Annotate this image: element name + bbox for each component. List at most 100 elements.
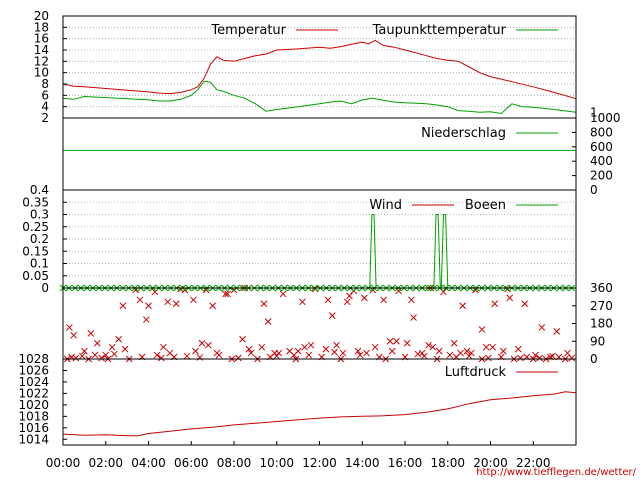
time-tick-label: 00:00 — [46, 456, 81, 470]
wind_direction-point — [91, 351, 99, 359]
pressure-series-0 — [62, 391, 577, 437]
temperature-y2tick-label: 1 — [590, 105, 598, 119]
wind-ytick-label: 0.4 — [30, 183, 49, 197]
wind_direction-point — [363, 349, 370, 357]
time-tick-label: 20:00 — [473, 456, 508, 470]
temperature-legend-0: Temperatur — [210, 23, 286, 38]
wind_direction-y2tick-label: 270 — [590, 299, 613, 313]
wind_direction-point — [354, 347, 362, 355]
wind_direction-point — [153, 351, 161, 359]
wind_direction-point — [78, 352, 86, 360]
temperature-series-0 — [62, 39, 577, 100]
wind_direction-point — [98, 354, 105, 362]
temperature-legend-1: Taupunkttemperatur — [372, 23, 507, 38]
wind_direction-point — [70, 331, 78, 339]
wind_direction-point — [279, 290, 287, 298]
wind_direction-point — [380, 296, 387, 304]
pressure-ytick-label: 1026 — [18, 363, 49, 377]
wind_direction-point — [388, 347, 396, 355]
wind_direction-point — [258, 343, 266, 351]
wind_direction-point — [343, 298, 351, 306]
pressure-ytick-label: 1018 — [18, 409, 49, 423]
time-tick-label: 04:00 — [131, 456, 166, 470]
temperature-ytick-label: 18 — [34, 20, 49, 34]
wind_direction-point — [331, 348, 338, 356]
precipitation-y2tick-label: 800 — [590, 125, 613, 139]
wind_direction-point — [410, 314, 417, 321]
wind_direction-point — [245, 345, 253, 353]
wind-series-1 — [63, 214, 576, 289]
precipitation-y2tick-label: 400 — [590, 154, 613, 168]
wind-ytick-label: 0.25 — [22, 220, 49, 234]
wind_direction-point — [136, 296, 144, 304]
wind_direction-point — [87, 330, 95, 337]
wind_direction-point — [450, 339, 458, 347]
wind_direction-point — [177, 285, 184, 293]
wind_direction-point — [446, 351, 454, 359]
wind_direction-point — [166, 349, 174, 357]
wind_direction-frame — [62, 287, 577, 360]
wind_direction-point — [260, 300, 268, 308]
time-tick-label: 12:00 — [302, 456, 337, 470]
pressure-ytick-label: 1016 — [18, 421, 49, 435]
wind_direction-point — [467, 349, 475, 357]
wind_direction-point — [196, 354, 204, 361]
wind_direction-point — [425, 341, 432, 349]
wind_direction-point — [119, 302, 127, 310]
wind_direction-point — [403, 339, 411, 347]
wind_direction-y2tick-label: 360 — [590, 281, 613, 295]
wind_direction-point — [564, 349, 571, 357]
wind_direction-point — [361, 294, 368, 302]
wind_direction-point — [157, 354, 165, 362]
temperature-ytick-label: 16 — [34, 32, 49, 46]
time-tick-label: 06:00 — [174, 456, 209, 470]
wind_direction-point — [371, 343, 379, 351]
wind_direction-point — [108, 343, 116, 351]
wind_direction-point — [190, 296, 197, 304]
temperature-ytick-label: 14 — [34, 43, 49, 57]
wind_direction-point — [294, 347, 302, 355]
pressure-ytick-label: 1028 — [18, 352, 49, 366]
wind_direction-point — [506, 294, 514, 302]
wind_direction-point — [532, 351, 539, 359]
wind_direction-point — [66, 324, 73, 331]
wind-ytick-label: 0.05 — [22, 269, 49, 283]
wind_direction-point — [273, 352, 281, 360]
wind_direction-y2tick-label: 0 — [590, 352, 598, 366]
temperature-ytick-label: 12 — [34, 54, 49, 68]
wind_direction-point — [183, 352, 191, 360]
wind-legend-1: Boeen — [465, 198, 506, 213]
wind_direction-point — [115, 335, 122, 343]
temperature-ytick-label: 10 — [34, 66, 49, 80]
wind_direction-point — [414, 350, 422, 358]
wind_direction-point — [408, 296, 415, 304]
wind_direction-point — [429, 343, 437, 351]
wind_direction-point — [121, 345, 129, 353]
wind_direction-point — [339, 349, 347, 357]
grid-layer — [63, 26, 576, 277]
wind-legend-0: Wind — [369, 198, 402, 213]
wind_direction-point — [521, 300, 529, 308]
time-tick-label: 08:00 — [217, 456, 252, 470]
time-tick-label: 14:00 — [345, 456, 380, 470]
wind_direction-point — [459, 302, 467, 310]
wind_direction-point — [81, 347, 88, 355]
wind_direction-point — [333, 341, 340, 349]
wind_direction-point — [491, 300, 499, 308]
wind_direction-point — [393, 337, 400, 345]
time-tick-label: 02:00 — [88, 456, 123, 470]
wind_direction-point — [346, 292, 353, 300]
credit-url[interactable]: http://www.tiefflegen.de/wetter/ — [476, 467, 636, 478]
pressure-legend-0: Luftdruck — [445, 365, 507, 380]
wind_direction-point — [499, 347, 507, 355]
wind_direction-point — [110, 350, 118, 358]
wind_direction-point — [271, 349, 278, 357]
wind_direction-point — [504, 285, 511, 293]
wind_direction-point — [72, 354, 80, 362]
pressure-ytick-label: 1024 — [18, 375, 49, 389]
wind_direction-point — [420, 352, 428, 360]
wind-ytick-label: 0.1 — [30, 257, 49, 271]
wind_direction-point — [307, 341, 315, 349]
temperature-ytick-label: 20 — [34, 9, 49, 23]
